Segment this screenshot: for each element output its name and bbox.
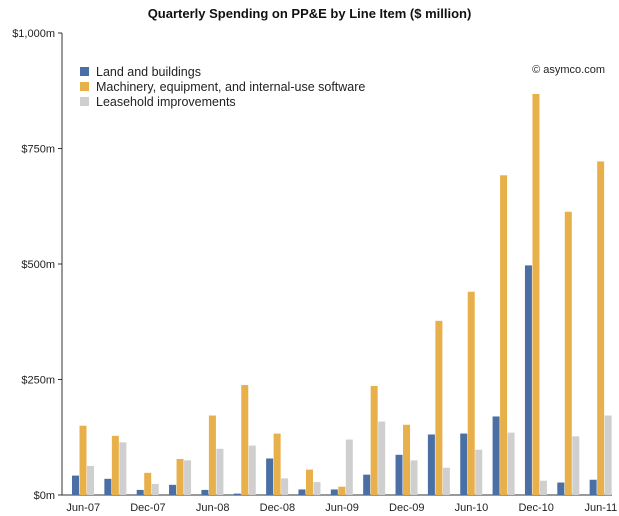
- x-tick-label: Jun-08: [196, 502, 230, 514]
- legend-swatch-machinery: [80, 82, 89, 91]
- y-tick-label: $1,000m: [12, 28, 55, 40]
- bar-2: [281, 478, 289, 495]
- bar-2: [475, 449, 483, 495]
- bar-0: [589, 479, 597, 495]
- bar-1: [532, 93, 540, 495]
- x-tick-label: Dec-08: [260, 502, 295, 514]
- legend: Land and buildings Machinery, equipment,…: [80, 64, 365, 109]
- bar-2: [313, 482, 321, 495]
- legend-label-land: Land and buildings: [96, 64, 201, 79]
- copyright-annotation: © asymco.com: [532, 64, 605, 76]
- bar-0: [104, 478, 112, 495]
- bar-1: [403, 424, 411, 495]
- bar-2: [184, 460, 192, 495]
- legend-label-leasehold: Leasehold improvements: [96, 94, 236, 109]
- bar-2: [572, 436, 580, 495]
- bar-1: [111, 435, 119, 495]
- bar-1: [597, 161, 605, 495]
- bar-2: [248, 445, 256, 495]
- bar-0: [169, 484, 177, 495]
- x-tick-label: Jun-09: [325, 502, 359, 514]
- bar-2: [442, 467, 450, 495]
- bar-1: [79, 425, 87, 495]
- bar-0: [524, 265, 532, 495]
- bar-0: [233, 493, 241, 495]
- legend-swatch-land: [80, 67, 89, 76]
- bar-0: [298, 489, 306, 495]
- y-tick-label: $250m: [21, 375, 55, 387]
- bar-1: [564, 211, 572, 495]
- bar-1: [273, 433, 281, 495]
- bar-2: [345, 439, 353, 495]
- bar-1: [435, 320, 443, 495]
- bar-2: [507, 432, 515, 495]
- x-tick-label: Jun-10: [455, 502, 489, 514]
- bar-0: [330, 489, 338, 495]
- bar-1: [144, 472, 152, 495]
- bar-0: [460, 433, 468, 495]
- bar-1: [338, 486, 346, 495]
- bar-2: [539, 480, 547, 495]
- bar-0: [136, 489, 144, 495]
- y-tick-label: $500m: [21, 259, 55, 271]
- bar-1: [467, 291, 475, 495]
- y-tick-label: $0m: [34, 490, 55, 502]
- chart-title: Quarterly Spending on PP&E by Line Item …: [147, 6, 472, 21]
- bar-0: [72, 475, 79, 495]
- legend-item: Leasehold improvements: [80, 94, 365, 109]
- x-tick-label: Jun-07: [66, 502, 100, 514]
- bar-2: [119, 442, 127, 495]
- bar-1: [241, 385, 249, 495]
- bar-2: [151, 483, 159, 495]
- x-tick-label: Dec-10: [518, 502, 553, 514]
- bar-1: [176, 458, 184, 495]
- legend-item: Machinery, equipment, and internal-use s…: [80, 79, 365, 94]
- bar-2: [604, 415, 612, 495]
- x-tick-label: Jun-11: [584, 502, 617, 514]
- x-tick-label: Dec-09: [389, 502, 424, 514]
- bar-0: [266, 458, 274, 495]
- bar-1: [208, 415, 216, 495]
- bar-2: [378, 421, 386, 495]
- bar-1: [370, 385, 378, 495]
- bar-0: [363, 474, 371, 495]
- bar-1: [500, 175, 508, 495]
- bar-0: [427, 434, 435, 495]
- bar-0: [201, 489, 209, 495]
- bar-0: [557, 482, 565, 495]
- legend-label-machinery: Machinery, equipment, and internal-use s…: [96, 79, 366, 94]
- bar-0: [395, 454, 403, 495]
- legend-item: Land and buildings: [80, 64, 365, 79]
- x-tick-label: Dec-07: [130, 502, 165, 514]
- bar-2: [216, 448, 224, 495]
- bar-2: [87, 465, 94, 495]
- bar-1: [305, 469, 313, 495]
- bar-2: [410, 460, 418, 495]
- bar-0: [492, 416, 500, 495]
- legend-swatch-leasehold: [80, 97, 89, 106]
- y-tick-label: $750m: [21, 144, 55, 156]
